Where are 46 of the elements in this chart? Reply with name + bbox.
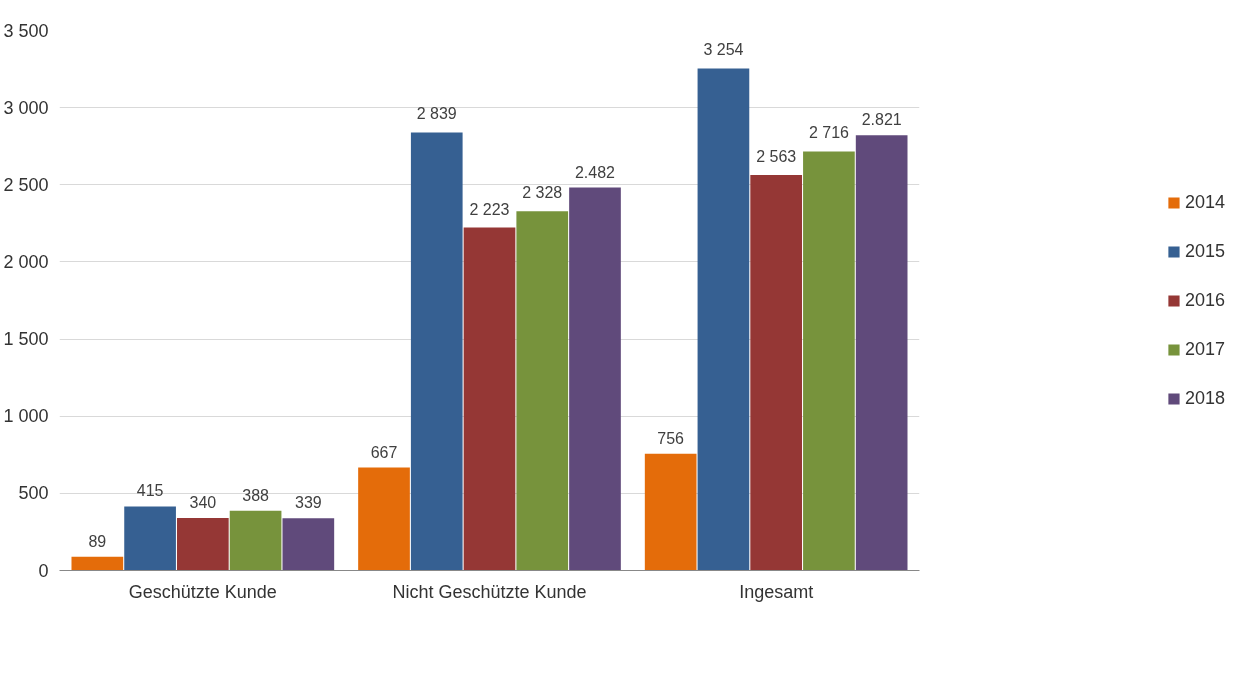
bar — [750, 175, 803, 571]
data-label: 340 — [189, 494, 217, 512]
bar — [229, 510, 282, 571]
bar — [282, 518, 335, 571]
data-label: 2 563 — [756, 148, 797, 166]
bar — [516, 211, 569, 571]
data-label: 415 — [136, 482, 164, 500]
bar — [410, 132, 463, 571]
bar — [124, 506, 176, 571]
data-label: 2 839 — [416, 105, 457, 123]
bar — [569, 187, 621, 571]
y-tick-label: 1 500 — [3, 329, 49, 350]
legend-label: 2014 — [1184, 191, 1226, 213]
data-label: 89 — [88, 532, 107, 550]
bar — [803, 151, 855, 571]
bar — [463, 227, 516, 571]
y-tick-label: 500 — [18, 483, 49, 504]
data-label: 388 — [242, 486, 270, 504]
data-label: 2 716 — [808, 124, 850, 142]
y-tick-label: 2 000 — [3, 251, 49, 272]
legend-label: 2018 — [1184, 387, 1226, 409]
y-tick-label: 2 500 — [3, 174, 49, 195]
bar — [644, 453, 697, 571]
data-label: 2.821 — [861, 111, 902, 129]
x-tick-label: Geschützte Kunde — [128, 581, 277, 602]
legend-label: 2016 — [1184, 289, 1226, 311]
x-tick-label: Nicht Geschützte Kunde — [392, 581, 587, 602]
bar — [697, 68, 750, 571]
data-label: 2.482 — [574, 163, 616, 181]
legend-label: 2015 — [1184, 240, 1226, 262]
data-label: 667 — [370, 443, 398, 461]
data-label: 2 223 — [469, 200, 510, 218]
y-tick-label: 1 000 — [3, 406, 49, 427]
y-tick-label: 3 500 — [3, 20, 49, 41]
data-label: 756 — [657, 429, 685, 447]
data-label: 2 328 — [522, 184, 563, 202]
bar — [855, 135, 908, 571]
data-label: 3 254 — [703, 41, 744, 59]
data-label: 339 — [294, 494, 322, 512]
bar — [71, 556, 124, 571]
y-tick-label: 3 000 — [3, 97, 49, 118]
bar — [176, 518, 229, 571]
bar — [358, 467, 410, 571]
legend-label: 2017 — [1184, 338, 1226, 360]
y-tick-label: 0 — [38, 560, 49, 581]
x-tick-label: Ingesamt — [739, 581, 814, 602]
